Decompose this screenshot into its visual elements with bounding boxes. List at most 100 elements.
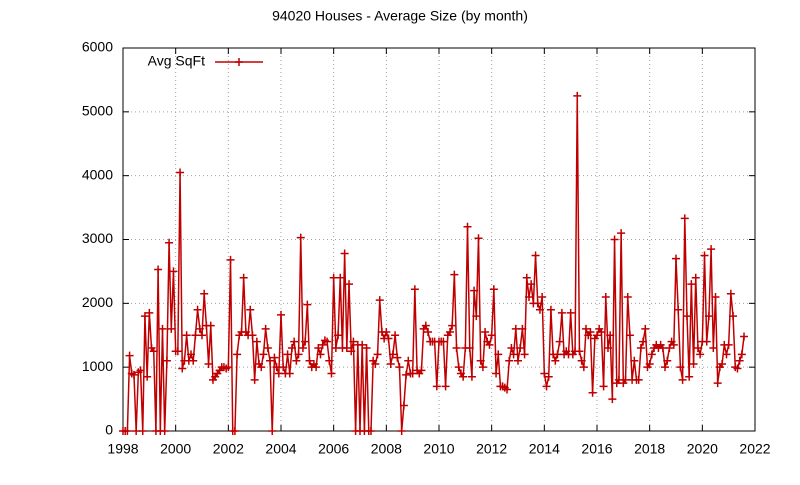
point bbox=[452, 344, 461, 353]
point bbox=[195, 324, 204, 333]
point bbox=[178, 364, 187, 373]
point bbox=[252, 337, 261, 346]
point bbox=[421, 321, 430, 330]
point bbox=[524, 292, 533, 301]
point bbox=[189, 356, 198, 365]
point bbox=[573, 91, 582, 100]
point bbox=[349, 337, 358, 346]
point bbox=[259, 350, 268, 359]
point bbox=[470, 286, 479, 295]
point bbox=[685, 372, 694, 381]
point bbox=[162, 356, 171, 365]
point bbox=[145, 308, 154, 317]
point bbox=[386, 359, 395, 368]
point bbox=[726, 289, 735, 298]
point bbox=[318, 340, 327, 349]
point bbox=[492, 369, 501, 378]
point bbox=[248, 331, 257, 340]
point bbox=[138, 427, 147, 435]
point bbox=[358, 340, 367, 349]
point bbox=[169, 267, 178, 276]
point bbox=[533, 299, 542, 308]
point bbox=[485, 340, 494, 349]
point bbox=[143, 372, 152, 381]
x-tick-label: 1998 bbox=[107, 441, 138, 457]
point bbox=[277, 310, 285, 319]
point bbox=[476, 356, 485, 365]
point bbox=[735, 356, 744, 365]
point bbox=[373, 350, 382, 359]
point bbox=[544, 372, 553, 381]
point bbox=[557, 308, 566, 317]
legend-point bbox=[235, 58, 243, 66]
point bbox=[599, 382, 608, 391]
y-tick-label: 4000 bbox=[82, 166, 113, 182]
point bbox=[634, 375, 643, 384]
point bbox=[737, 350, 746, 359]
point bbox=[582, 324, 591, 333]
point bbox=[645, 359, 654, 368]
x-tick-label: 2012 bbox=[476, 441, 507, 457]
point bbox=[233, 350, 242, 359]
point bbox=[226, 255, 235, 264]
point bbox=[472, 312, 481, 321]
point bbox=[340, 249, 349, 258]
point bbox=[586, 328, 595, 337]
point bbox=[700, 251, 709, 260]
point bbox=[610, 235, 619, 244]
point bbox=[391, 331, 400, 340]
point bbox=[296, 233, 305, 242]
point bbox=[290, 337, 299, 346]
point bbox=[439, 337, 448, 346]
point bbox=[375, 296, 384, 305]
point bbox=[630, 356, 639, 365]
point bbox=[588, 388, 597, 397]
point bbox=[312, 363, 321, 372]
point bbox=[123, 427, 132, 435]
point bbox=[623, 292, 632, 301]
point bbox=[546, 305, 555, 314]
x-tick-label: 2004 bbox=[265, 441, 296, 457]
point bbox=[294, 350, 303, 359]
point bbox=[639, 337, 648, 346]
point bbox=[531, 251, 540, 260]
point bbox=[608, 395, 617, 404]
point bbox=[566, 308, 575, 317]
point bbox=[362, 344, 371, 353]
point bbox=[388, 350, 397, 359]
point bbox=[577, 356, 586, 365]
point bbox=[224, 363, 233, 372]
point bbox=[687, 280, 696, 289]
point bbox=[410, 285, 419, 294]
point bbox=[314, 344, 323, 353]
point bbox=[204, 359, 213, 368]
point bbox=[597, 328, 606, 337]
point bbox=[165, 238, 174, 247]
point bbox=[481, 328, 490, 337]
point bbox=[625, 331, 634, 340]
point bbox=[136, 366, 145, 375]
point bbox=[593, 331, 601, 340]
point bbox=[579, 363, 588, 372]
point bbox=[371, 359, 380, 368]
point bbox=[503, 385, 512, 394]
plot-frame bbox=[122, 47, 756, 432]
point bbox=[702, 337, 711, 346]
point bbox=[509, 350, 518, 359]
point bbox=[704, 312, 713, 321]
point bbox=[514, 356, 522, 365]
point bbox=[454, 363, 463, 372]
legend-label: Avg SqFt bbox=[148, 53, 205, 69]
point bbox=[316, 350, 325, 359]
point bbox=[125, 351, 134, 360]
point bbox=[303, 300, 312, 309]
point bbox=[246, 305, 255, 314]
y-tick-label: 1000 bbox=[82, 358, 113, 374]
point bbox=[707, 245, 716, 254]
point bbox=[323, 337, 332, 346]
point bbox=[516, 344, 525, 353]
x-tick-label: 2000 bbox=[160, 441, 191, 457]
y-tick-label: 3000 bbox=[82, 230, 113, 246]
point bbox=[527, 280, 536, 289]
